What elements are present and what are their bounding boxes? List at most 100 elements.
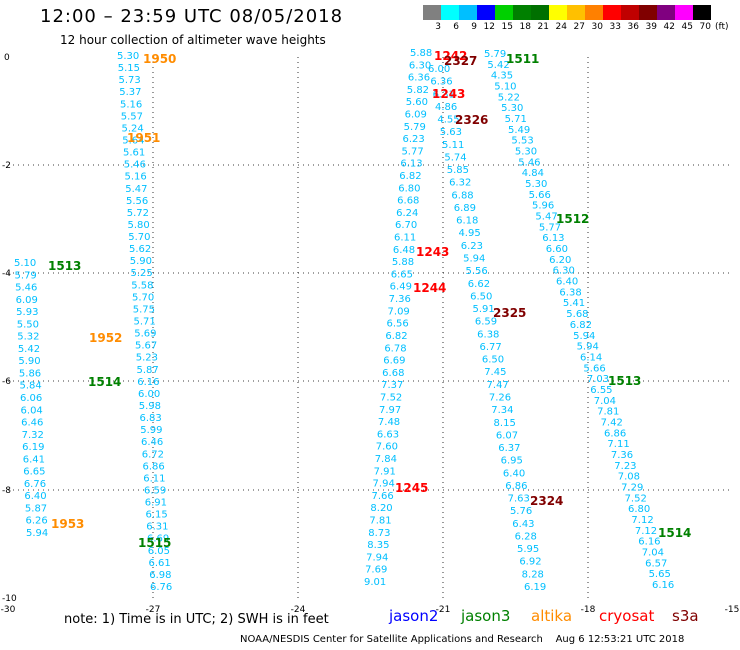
color-scale-label: 18	[519, 22, 531, 32]
pass-time-label: 1514	[658, 526, 691, 540]
wave-height-value: 6.16	[137, 377, 159, 388]
satellite-tracks: 5.305.155.735.375.165.575.245.645.615.46…	[14, 48, 674, 593]
wave-height-value: 6.60	[546, 244, 568, 255]
y-tick-label: -8	[2, 486, 11, 496]
wave-height-value: 7.03	[587, 374, 609, 385]
color-scale-label: 24	[555, 22, 567, 32]
wave-height-value: 7.63	[508, 494, 530, 505]
wave-height-value: 6.11	[394, 233, 416, 244]
color-swatch	[675, 5, 693, 20]
wave-height-value: 5.95	[517, 544, 539, 555]
color-scale-label: (ft)	[715, 22, 729, 32]
wave-height-value: 5.79	[404, 122, 426, 133]
wave-height-value: 6.69	[147, 534, 169, 545]
wave-height-value: 5.98	[139, 401, 161, 412]
wave-height-value: 7.09	[388, 306, 410, 317]
color-swatch	[531, 5, 549, 20]
wave-height-value: 5.68	[566, 309, 588, 320]
pass-time-label: 1950	[143, 52, 176, 66]
color-swatch	[495, 5, 513, 20]
wave-height-value: 6.86	[604, 428, 626, 439]
pass-time-label: 1515	[138, 536, 171, 550]
wave-height-value: 5.67	[135, 341, 157, 352]
color-scale-label: 27	[573, 22, 585, 32]
wave-height-value: 6.83	[140, 413, 162, 424]
wave-height-value: 6.16	[652, 580, 674, 591]
color-swatch	[513, 5, 531, 20]
x-tick-label: -24	[291, 605, 306, 615]
wave-height-value: 5.90	[130, 256, 152, 267]
wave-height-value: 7.12	[631, 515, 653, 526]
color-swatch	[549, 5, 567, 20]
wave-height-value: 8.73	[368, 528, 390, 539]
wave-height-value: 5.85	[447, 165, 469, 176]
wave-height-value: 6.88	[451, 190, 473, 201]
color-swatch	[621, 5, 639, 20]
pass-time-label: 1951	[127, 131, 160, 145]
wave-height-value: 6.36	[430, 77, 452, 88]
pass-time-label: 2327	[444, 54, 477, 68]
color-scale-label: 3	[435, 22, 441, 32]
wave-height-value: 5.15	[118, 63, 140, 74]
wave-height-value: 7.37	[381, 380, 403, 391]
wave-height-value: 5.11	[442, 140, 464, 151]
wave-height-value: 8.28	[522, 569, 544, 580]
wave-height-value: 5.77	[401, 146, 423, 157]
wave-height-value: 7.81	[369, 515, 391, 526]
credit-text: NOAA/NESDIS Center for Satellite Applica…	[240, 634, 543, 645]
wave-height-value: 5.16	[125, 172, 147, 183]
wave-height-value: 6.50	[482, 355, 504, 366]
wave-height-value: 5.87	[137, 365, 159, 376]
pass-time-label: 2325	[493, 306, 526, 320]
pass-time-label: 1243	[416, 245, 449, 259]
wave-height-value: 6.49	[390, 282, 412, 293]
units-note: note: 1) Time is in UTC; 2) SWH is in fe…	[64, 612, 329, 627]
wave-height-value: 5.96	[532, 201, 554, 212]
timestamp-text: Aug 6 12:53:21 UTC 2018	[555, 634, 685, 645]
wave-height-value: 7.52	[625, 493, 647, 504]
wave-height-value: 6.92	[519, 557, 541, 568]
wave-height-value: 6.57	[645, 558, 667, 569]
y-tick-label: -4	[2, 269, 11, 279]
legend-cryosat: cryosat	[599, 607, 655, 625]
wave-height-value: 5.32	[17, 332, 39, 343]
wave-height-value: 6.24	[396, 208, 418, 219]
legend-s3a: s3a	[672, 607, 699, 625]
wave-height-value: 6.13	[542, 233, 564, 244]
wave-height-value: 6.28	[515, 531, 537, 542]
wave-height-value: 6.63	[377, 429, 399, 440]
wave-height-value: 6.23	[403, 134, 425, 145]
wave-height-value: 5.22	[498, 92, 520, 103]
wave-height-value: 5.30	[117, 51, 139, 62]
wave-height-value: 6.68	[382, 368, 404, 379]
wave-height-value: 6.59	[144, 485, 166, 496]
wave-height-value: 6.91	[145, 498, 167, 509]
pass-time-label: 2326	[455, 113, 488, 127]
color-scale-label: 12	[483, 22, 495, 32]
wave-height-value: 5.47	[535, 212, 557, 223]
axis-ticks: -30 -27 -24 -21 -18 -15 0 -2 -4 -6 -8 -10	[1, 53, 740, 615]
wave-height-value: 5.37	[119, 87, 141, 98]
wave-height-value: 5.47	[125, 184, 147, 195]
wave-height-value: 5.70	[132, 292, 154, 303]
wave-height-value: 5.93	[16, 307, 38, 318]
wave-height-value: 5.63	[440, 127, 462, 138]
pass-time-label: 2324	[530, 494, 563, 508]
wave-height-value: 5.91	[472, 304, 494, 315]
wave-height-value: 5.58	[131, 280, 153, 291]
wave-height-value: 5.72	[127, 208, 149, 219]
wave-height-value: 4.84	[522, 168, 544, 179]
wave-height-value: 6.72	[142, 449, 164, 460]
wave-height-value: 5.56	[126, 196, 148, 207]
wave-height-value: 6.86	[505, 481, 527, 492]
map-grid	[8, 57, 732, 598]
wave-height-value: 6.43	[512, 519, 534, 530]
wave-height-value: 6.40	[24, 491, 46, 502]
legend-jason3: jason3	[461, 607, 511, 625]
wave-height-value: 6.41	[23, 454, 45, 465]
wave-height-value: 7.60	[376, 442, 398, 453]
wave-height-value: 6.62	[468, 279, 490, 290]
wave-height-value: 6.14	[580, 352, 602, 363]
wave-height-value: 7.26	[489, 392, 511, 403]
